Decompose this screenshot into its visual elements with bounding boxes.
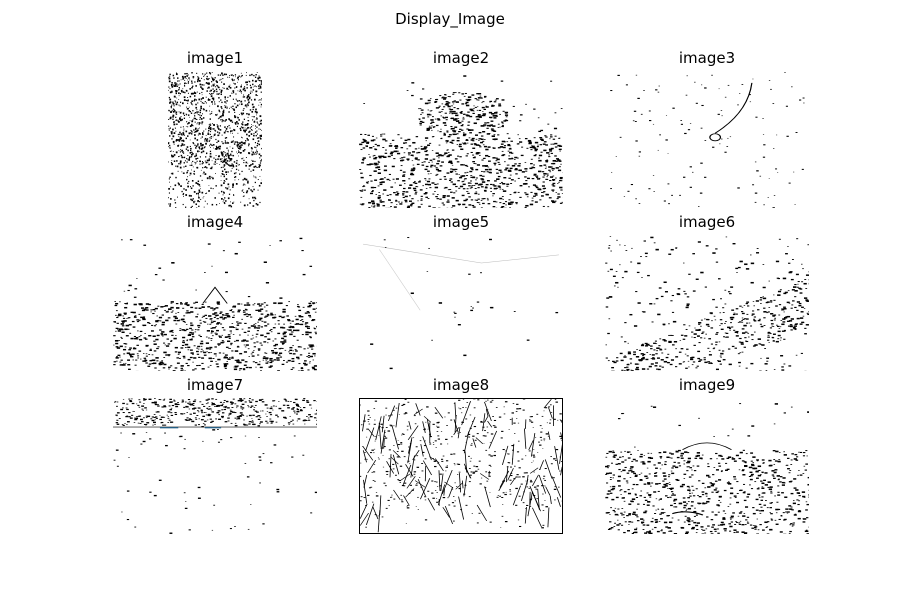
panel-title-image5: image5 bbox=[359, 212, 563, 232]
image5-tile bbox=[359, 236, 563, 371]
image3-tile bbox=[605, 72, 809, 208]
image9-edge-map bbox=[605, 398, 809, 534]
panel-title-image4: image4 bbox=[113, 212, 317, 232]
image8-tile bbox=[359, 398, 563, 534]
image8-edge-map bbox=[359, 398, 563, 534]
panel-title-image8: image8 bbox=[359, 375, 563, 395]
image5-edge-map bbox=[359, 236, 563, 371]
image1-edge-map bbox=[168, 72, 262, 208]
image4-tile bbox=[113, 236, 317, 371]
image7-tile bbox=[113, 398, 317, 534]
panel-title-image1: image1 bbox=[168, 48, 262, 68]
image2-tile bbox=[359, 72, 563, 208]
panel-title-image9: image9 bbox=[605, 375, 809, 395]
panel-title-image7: image7 bbox=[113, 375, 317, 395]
panel-title-image3: image3 bbox=[605, 48, 809, 68]
image1-tile bbox=[168, 72, 262, 208]
image6-edge-map bbox=[605, 236, 809, 371]
image6-tile bbox=[605, 236, 809, 371]
figure-title: Display_Image bbox=[0, 9, 900, 29]
image3-edge-map bbox=[605, 72, 809, 208]
image9-tile bbox=[605, 398, 809, 534]
image7-edge-map bbox=[113, 398, 317, 534]
panel-title-image6: image6 bbox=[605, 212, 809, 232]
panel-title-image2: image2 bbox=[359, 48, 563, 68]
image2-edge-map bbox=[359, 72, 563, 208]
image4-edge-map bbox=[113, 236, 317, 371]
